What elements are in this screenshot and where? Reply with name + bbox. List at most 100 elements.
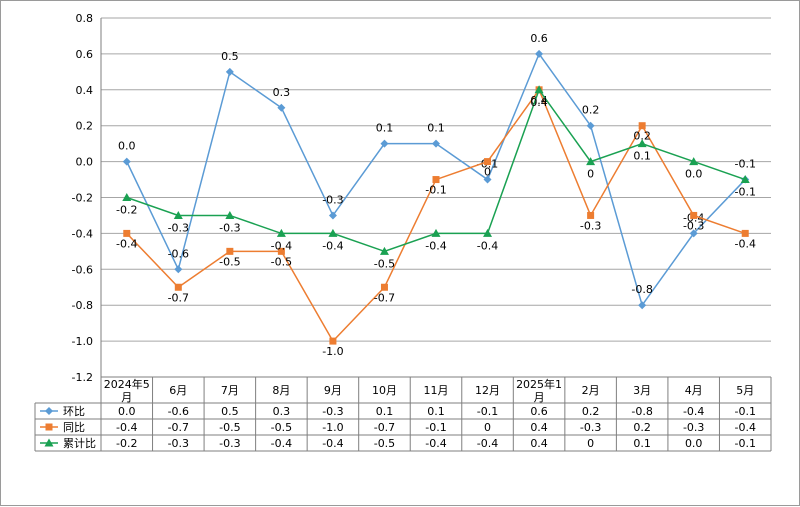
table-cell-value: 0.3 bbox=[273, 405, 291, 418]
data-label: -0.5 bbox=[219, 255, 240, 268]
data-point bbox=[432, 176, 440, 184]
data-label: -0.8 bbox=[631, 283, 652, 296]
data-point bbox=[329, 337, 337, 345]
table-cell-value: 0 bbox=[484, 421, 491, 434]
x-category-label: 3月 bbox=[633, 384, 651, 397]
y-tick-label: 0.4 bbox=[76, 84, 94, 97]
x-category-label: 5月 bbox=[736, 384, 754, 397]
table-cell-value: 0 bbox=[587, 437, 594, 450]
data-label: 0.1 bbox=[633, 150, 651, 163]
data-point bbox=[122, 157, 131, 166]
data-label: 0.5 bbox=[221, 50, 239, 63]
data-label: -1.0 bbox=[322, 345, 343, 358]
table-cell-value: -0.3 bbox=[580, 421, 601, 434]
data-label: -0.3 bbox=[219, 221, 240, 234]
legend-label: 累计比 bbox=[63, 437, 96, 450]
y-tick-label: -0.8 bbox=[72, 299, 93, 312]
table-cell-value: -0.7 bbox=[168, 421, 189, 434]
data-point bbox=[225, 67, 234, 76]
data-point bbox=[741, 229, 749, 237]
table-cell-value: -0.2 bbox=[116, 437, 137, 450]
data-label: -0.4 bbox=[425, 239, 446, 252]
table-cell-value: -0.4 bbox=[477, 437, 498, 450]
table-cell-value: -0.5 bbox=[219, 421, 240, 434]
data-label: -0.3 bbox=[683, 219, 704, 232]
data-point bbox=[174, 283, 182, 291]
x-category-label: 6月 bbox=[169, 384, 187, 397]
table-cell-value: -0.7 bbox=[374, 421, 395, 434]
data-point bbox=[380, 139, 389, 148]
legend-label: 同比 bbox=[63, 421, 85, 434]
data-label: -0.1 bbox=[734, 158, 755, 171]
data-label: 0.3 bbox=[273, 86, 291, 99]
table-cell-value: -0.3 bbox=[683, 421, 704, 434]
data-label: -0.2 bbox=[116, 204, 137, 217]
legend-swatch-marker bbox=[45, 407, 53, 415]
x-category-label: 11月 bbox=[424, 384, 449, 397]
data-point bbox=[226, 247, 234, 255]
data-label: 0.1 bbox=[427, 122, 445, 135]
data-point bbox=[740, 175, 750, 184]
data-point bbox=[690, 211, 698, 219]
data-point bbox=[534, 85, 544, 94]
x-category-label: 2025年1 月 bbox=[516, 377, 562, 404]
data-point bbox=[432, 139, 440, 148]
y-tick-label: 0.6 bbox=[76, 48, 94, 61]
table-cell-value: -1.0 bbox=[322, 421, 343, 434]
x-category-label: 7月 bbox=[221, 384, 239, 397]
table-cell-value: 0.0 bbox=[685, 437, 703, 450]
table-cell-value: 0.4 bbox=[530, 437, 548, 450]
data-point bbox=[174, 265, 183, 274]
data-point bbox=[431, 228, 441, 237]
table-cell-value: -0.6 bbox=[168, 405, 189, 418]
data-label: -0.7 bbox=[168, 291, 189, 304]
y-tick-label: -0.6 bbox=[72, 263, 93, 276]
data-label: -0.3 bbox=[580, 219, 601, 232]
table-cell-value: -0.8 bbox=[631, 405, 652, 418]
table-cell-value: 0.2 bbox=[582, 405, 600, 418]
data-point bbox=[689, 229, 698, 238]
table-cell-value: -0.1 bbox=[477, 405, 498, 418]
table-cell-value: -0.1 bbox=[734, 437, 755, 450]
table-cell-value: -0.5 bbox=[271, 421, 292, 434]
data-label: -0.4 bbox=[322, 239, 343, 252]
table-cell-value: -0.1 bbox=[734, 405, 755, 418]
table-cell-value: 0.6 bbox=[530, 405, 548, 418]
data-label: -0.3 bbox=[168, 221, 189, 234]
data-label: -0.5 bbox=[271, 255, 292, 268]
table-cell-value: 0.1 bbox=[427, 405, 445, 418]
data-label: 0.4 bbox=[530, 96, 548, 109]
data-point bbox=[484, 158, 492, 166]
data-label: 0.2 bbox=[633, 130, 651, 143]
y-tick-label: -0.4 bbox=[72, 227, 93, 240]
data-point bbox=[225, 210, 235, 219]
table-cell-value: -0.4 bbox=[271, 437, 292, 450]
data-point bbox=[123, 229, 131, 237]
y-tick-label: -1.0 bbox=[72, 335, 93, 348]
table-cell-value: 0.0 bbox=[118, 405, 136, 418]
data-label: 0.1 bbox=[376, 122, 394, 135]
x-category-label: 2024年5 月 bbox=[104, 377, 150, 404]
table-cell-value: 0.1 bbox=[633, 437, 651, 450]
data-label: -0.4 bbox=[116, 237, 137, 250]
table-cell-value: -0.3 bbox=[168, 437, 189, 450]
table-cell-value: 0.4 bbox=[530, 421, 548, 434]
table-cell-value: 0.5 bbox=[221, 405, 239, 418]
table-cell-value: -0.3 bbox=[219, 437, 240, 450]
data-label: -0.1 bbox=[734, 186, 755, 199]
data-label: -0.6 bbox=[168, 247, 189, 260]
y-tick-label: -0.2 bbox=[72, 192, 93, 205]
x-category-label: 2月 bbox=[582, 384, 600, 397]
table-cell-value: -0.3 bbox=[322, 405, 343, 418]
data-point bbox=[483, 175, 492, 184]
data-point bbox=[587, 211, 595, 219]
data-point bbox=[483, 228, 493, 237]
table-cell-value: -0.4 bbox=[425, 437, 446, 450]
data-point bbox=[637, 139, 647, 148]
data-point bbox=[328, 211, 337, 220]
data-label: 0.0 bbox=[685, 168, 703, 181]
data-label: 0 bbox=[484, 166, 491, 179]
data-label: -0.1 bbox=[425, 184, 446, 197]
data-label: -0.4 bbox=[734, 237, 755, 250]
